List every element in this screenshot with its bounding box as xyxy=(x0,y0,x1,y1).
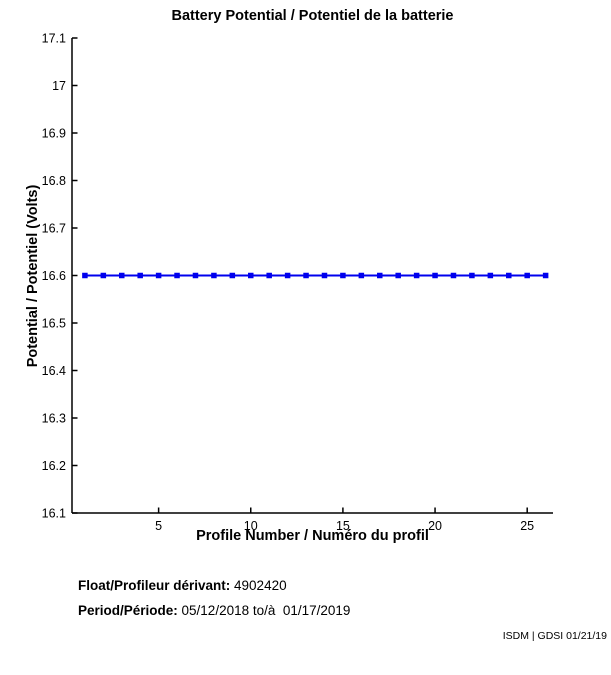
period-line: Period/Période: 05/12/2018 to/à 01/17/20… xyxy=(78,603,350,618)
data-point-marker xyxy=(119,272,125,279)
data-point-marker xyxy=(506,272,512,279)
credit-text: ISDM | GDSI 01/21/19 xyxy=(502,630,607,642)
data-point-marker xyxy=(100,272,107,279)
y-tick-label: 16.7 xyxy=(42,222,66,236)
chart-title: Battery Potential / Potentiel de la batt… xyxy=(171,8,454,24)
y-tick-label: 16.9 xyxy=(42,127,66,141)
y-tick-label: 16.8 xyxy=(42,174,66,188)
data-point-marker xyxy=(248,272,254,279)
data-point-marker xyxy=(469,272,475,279)
x-tick-label: 10 xyxy=(244,519,258,533)
data-point-marker xyxy=(229,272,236,279)
data-point-marker xyxy=(340,272,346,279)
data-point-marker xyxy=(413,272,420,279)
data-point-marker xyxy=(432,272,438,279)
x-axis-label: Profile Number / Numéro du profil xyxy=(196,528,429,544)
data-point-marker xyxy=(155,272,162,279)
data-point-marker xyxy=(82,272,88,279)
y-axis-label: Potential / Potentiel (Volts) xyxy=(25,184,41,368)
data-point-marker xyxy=(524,272,530,279)
data-point-marker xyxy=(303,272,309,279)
period-label: Period/Période: xyxy=(78,603,178,618)
data-point-marker xyxy=(192,272,199,279)
y-tick-label: 16.4 xyxy=(42,364,66,378)
data-point-marker xyxy=(450,272,457,279)
data-point-marker xyxy=(211,272,217,279)
x-tick-label: 20 xyxy=(428,519,442,533)
data-point-marker xyxy=(377,272,383,279)
data-point-marker xyxy=(321,272,328,279)
data-point-marker xyxy=(358,272,365,279)
float-id-value: 4902420 xyxy=(230,578,287,593)
float-id-line: Float/Profileur dérivant: 4902420 xyxy=(78,578,287,593)
x-tick-label: 25 xyxy=(520,519,534,533)
y-tick-label: 17.1 xyxy=(42,32,66,46)
period-value: 05/12/2018 to/à 01/17/2019 xyxy=(177,603,351,618)
plot-area: 16.1 16.2 16.3 16.4 16.5 16.6 16.7 16.8 16.9 17 17… xyxy=(42,32,553,533)
data-point-marker xyxy=(266,272,272,279)
y-tick-label: 16.3 xyxy=(42,412,66,426)
data-point-marker xyxy=(174,272,180,279)
x-tick-label: 5 xyxy=(155,519,162,533)
y-tick-label: 16.5 xyxy=(42,317,66,331)
data-point-marker xyxy=(487,272,494,279)
x-tick-label: 15 xyxy=(336,519,350,533)
data-point-marker xyxy=(395,272,401,279)
data-point-marker xyxy=(137,272,143,279)
y-tick-label: 16.2 xyxy=(42,459,66,473)
y-tick-label: 16.1 xyxy=(42,507,66,521)
data-point-marker xyxy=(542,272,549,279)
y-tick-label: 16.6 xyxy=(42,269,66,283)
float-id-label: Float/Profileur dérivant: xyxy=(78,578,231,593)
y-tick-label: 17 xyxy=(52,79,66,93)
data-point-marker xyxy=(284,272,291,279)
